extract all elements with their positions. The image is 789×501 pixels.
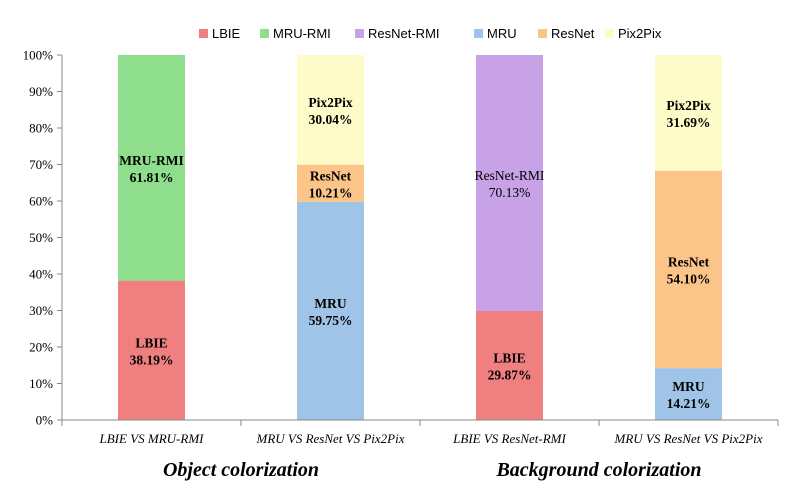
legend-swatch bbox=[538, 29, 547, 38]
legend-item: ResNet-RMI bbox=[355, 26, 440, 41]
legend-label: ResNet bbox=[551, 26, 595, 41]
segment-value-label: 31.69% bbox=[667, 115, 711, 130]
legend-label: MRU-RMI bbox=[273, 26, 331, 41]
y-tick-label: 100% bbox=[23, 48, 54, 63]
bar-segment bbox=[297, 201, 364, 420]
x-category-label: MRU VS ResNet VS Pix2Pix bbox=[255, 431, 404, 446]
bar-segment bbox=[655, 368, 722, 420]
y-axis: 0% 10% 20% 30% 40% 50% 60% 70% 80% 90% 100% bbox=[23, 48, 63, 428]
x-axis: LBIE VS MRU-RMI MRU VS ResNet VS Pix2Pix L… bbox=[61, 419, 779, 446]
segment-value-label: 29.87% bbox=[488, 367, 532, 382]
y-tick-label: 80% bbox=[29, 121, 53, 136]
y-tick-label: 40% bbox=[29, 267, 53, 282]
x-category-label: LBIE VS MRU-RMI bbox=[99, 431, 205, 446]
legend-item: MRU-RMI bbox=[260, 26, 331, 41]
segment-name-label: Pix2Pix bbox=[666, 98, 710, 113]
bar-segment bbox=[118, 280, 185, 420]
segment-value-label: 54.10% bbox=[667, 271, 711, 286]
segment-value-label: 61.81% bbox=[130, 170, 174, 185]
x-category-label: MRU VS ResNet VS Pix2Pix bbox=[613, 431, 762, 446]
segment-name-label: ResNet-RMI bbox=[475, 168, 545, 183]
legend-swatch bbox=[474, 29, 483, 38]
group-labels: Object colorization Background colorizati… bbox=[163, 459, 702, 481]
bar-stack: MRU 14.21% ResNet 54.10% Pix2Pix 31.69% bbox=[655, 55, 722, 420]
bar-segment bbox=[655, 55, 722, 171]
segment-name-label: ResNet bbox=[310, 168, 352, 183]
segment-name-label: Pix2Pix bbox=[308, 95, 352, 110]
x-category-label: LBIE VS ResNet-RMI bbox=[452, 431, 566, 446]
segment-name-label: ResNet bbox=[668, 254, 710, 269]
bar-stack: LBIE 29.87% ResNet-RMI 70.13% bbox=[475, 55, 545, 420]
bars: LBIE 38.19% MRU-RMI 61.81% MRU 59.75% ResNet 10… bbox=[118, 55, 722, 420]
y-tick-label: 90% bbox=[29, 84, 53, 99]
segment-value-label: 10.21% bbox=[309, 185, 353, 200]
segment-value-label: 59.75% bbox=[309, 313, 353, 328]
bar-stack: MRU 59.75% ResNet 10.21% Pix2Pix 30.04% bbox=[297, 55, 364, 420]
legend-swatch bbox=[355, 29, 364, 38]
legend-label: ResNet-RMI bbox=[368, 26, 440, 41]
legend: LBIE MRU-RMI ResNet-RMI MRU ResNet Pix2Pix bbox=[199, 26, 662, 41]
bar-segment bbox=[655, 170, 722, 369]
bar-stack: LBIE 38.19% MRU-RMI 61.81% bbox=[118, 55, 185, 420]
y-tick-label: 20% bbox=[29, 340, 53, 355]
y-tick-label: 0% bbox=[36, 413, 54, 428]
y-tick-label: 10% bbox=[29, 376, 53, 391]
segment-name-label: LBIE bbox=[493, 350, 525, 365]
legend-item: MRU bbox=[474, 26, 517, 41]
bar-segment bbox=[476, 55, 543, 311]
legend-item: LBIE bbox=[199, 26, 241, 41]
y-tick-label: 30% bbox=[29, 303, 53, 318]
bar-segment bbox=[476, 310, 543, 420]
segment-name-label: MRU bbox=[314, 296, 346, 311]
legend-label: Pix2Pix bbox=[618, 26, 662, 41]
bar-segment bbox=[297, 55, 364, 165]
legend-label: LBIE bbox=[212, 26, 241, 41]
bar-segment bbox=[297, 164, 364, 202]
legend-swatch bbox=[605, 29, 614, 38]
y-tick-label: 70% bbox=[29, 157, 53, 172]
segment-value-label: 38.19% bbox=[130, 352, 174, 367]
legend-swatch bbox=[199, 29, 208, 38]
legend-swatch bbox=[260, 29, 269, 38]
segment-name-label: LBIE bbox=[135, 335, 167, 350]
segment-value-label: 30.04% bbox=[309, 112, 353, 127]
segment-value-label: 70.13% bbox=[489, 185, 531, 200]
bar-segment bbox=[118, 55, 185, 281]
y-tick-label: 50% bbox=[29, 230, 53, 245]
y-tick-label: 60% bbox=[29, 194, 53, 209]
segment-value-label: 14.21% bbox=[667, 396, 711, 411]
segment-name-label: MRU-RMI bbox=[119, 153, 183, 168]
legend-item: ResNet bbox=[538, 26, 595, 41]
legend-item: Pix2Pix bbox=[605, 26, 662, 41]
group-label: Background colorization bbox=[495, 459, 701, 481]
segment-name-label: MRU bbox=[672, 379, 704, 394]
group-label: Object colorization bbox=[163, 459, 319, 481]
legend-label: MRU bbox=[487, 26, 517, 41]
